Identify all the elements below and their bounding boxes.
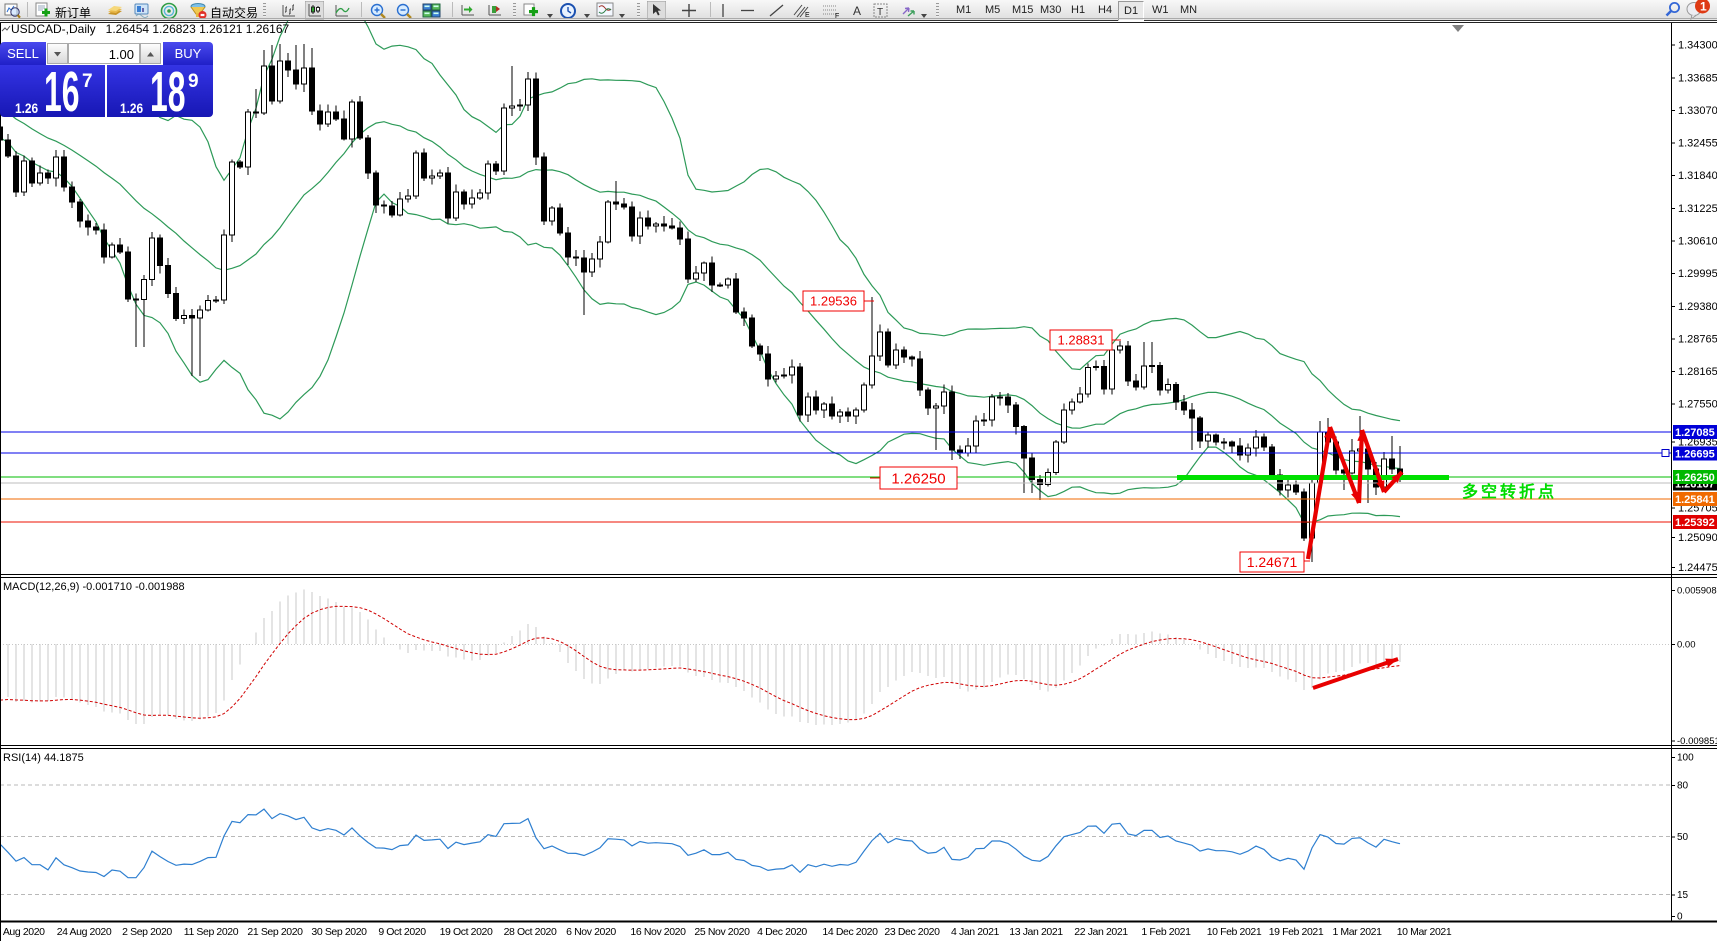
svg-text:1.32455: 1.32455 [1678,138,1717,150]
svg-text:4 Dec 2020: 4 Dec 2020 [757,926,807,938]
svg-text:15: 15 [1677,890,1689,901]
svg-text:1.26935: 1.26935 [1678,437,1717,449]
svg-text:1.24671: 1.24671 [1247,554,1298,570]
svg-text:0.005908: 0.005908 [1677,586,1717,597]
svg-text:1.25392: 1.25392 [1675,517,1715,529]
svg-text:9 Oct 2020: 9 Oct 2020 [378,926,426,938]
svg-text:E: E [805,12,810,19]
svg-text:1.30610: 1.30610 [1678,236,1717,248]
svg-text:1.31840: 1.31840 [1678,170,1717,182]
svg-text:RSI(14) 44.1875: RSI(14) 44.1875 [3,752,84,764]
svg-text:2 Sep 2020: 2 Sep 2020 [122,926,172,938]
svg-text:1.24475: 1.24475 [1678,562,1717,574]
svg-text:1.26695: 1.26695 [1675,449,1715,461]
svg-text:50: 50 [1677,832,1689,843]
svg-text:21 Sep 2020: 21 Sep 2020 [247,926,303,938]
svg-text:1 Feb 2021: 1 Feb 2021 [1141,926,1191,938]
svg-text:1 Mar 2021: 1 Mar 2021 [1332,926,1382,938]
svg-text:10 Feb 2021: 10 Feb 2021 [1207,926,1262,938]
svg-text:13 Jan 2021: 13 Jan 2021 [1009,926,1063,938]
svg-text:1.33685: 1.33685 [1678,72,1717,84]
svg-text:F: F [835,13,839,19]
svg-text:22 Jan 2021: 22 Jan 2021 [1074,926,1128,938]
svg-text:10 Mar 2021: 10 Mar 2021 [1397,926,1452,938]
svg-text:1.29536: 1.29536 [810,294,857,309]
svg-text:1.25090: 1.25090 [1678,532,1717,544]
svg-text:4 Aug 2020: 4 Aug 2020 [0,926,45,938]
svg-text:0.00: 0.00 [1677,640,1696,651]
svg-text:1.26250: 1.26250 [1675,472,1715,484]
svg-text:1.26250: 1.26250 [891,470,945,487]
svg-text:1.28165: 1.28165 [1678,366,1717,378]
svg-text:28 Oct 2020: 28 Oct 2020 [504,926,557,938]
svg-text:16 Nov 2020: 16 Nov 2020 [630,926,686,938]
svg-text:11 Sep 2020: 11 Sep 2020 [184,926,239,938]
svg-text:多空转折点: 多空转折点 [1462,482,1557,501]
svg-text:1.27085: 1.27085 [1675,427,1715,439]
svg-text:1.25841: 1.25841 [1675,494,1715,506]
svg-text:24 Aug 2020: 24 Aug 2020 [57,926,112,938]
svg-text:1.27550: 1.27550 [1678,399,1717,411]
svg-text:14 Dec 2020: 14 Dec 2020 [822,926,878,938]
svg-text:30 Sep 2020: 30 Sep 2020 [311,926,367,938]
svg-text:1: 1 [1700,0,1707,14]
svg-text:1.31225: 1.31225 [1678,203,1717,215]
svg-text:25 Nov 2020: 25 Nov 2020 [694,926,750,938]
svg-text:USDCAD-,Daily 1.26454 1.2682: USDCAD-,Daily 1.26454 1.26823 1.26121 1.… [11,22,290,36]
svg-text:1.28765: 1.28765 [1678,333,1717,345]
svg-text:80: 80 [1677,781,1689,792]
svg-text:1.34300: 1.34300 [1678,40,1717,52]
svg-text:MACD(12,26,9) -0.001710 -0.001: MACD(12,26,9) -0.001710 -0.001988 [3,581,185,593]
svg-text:6 Nov 2020: 6 Nov 2020 [566,926,616,938]
svg-text:4 Jan 2021: 4 Jan 2021 [951,926,1000,938]
svg-text:1.33070: 1.33070 [1678,105,1717,117]
svg-text:0: 0 [1677,912,1683,923]
svg-text:1.29995: 1.29995 [1678,268,1717,280]
svg-text:100: 100 [1677,753,1694,764]
svg-text:19 Oct 2020: 19 Oct 2020 [440,926,493,938]
svg-text:23 Dec 2020: 23 Dec 2020 [884,926,940,938]
svg-text:1.29380: 1.29380 [1678,301,1717,313]
svg-text:T: T [877,7,883,18]
svg-text:19 Feb 2021: 19 Feb 2021 [1269,926,1324,938]
svg-text:1.28831: 1.28831 [1058,333,1105,348]
svg-text:-0.009851: -0.009851 [1677,736,1717,747]
